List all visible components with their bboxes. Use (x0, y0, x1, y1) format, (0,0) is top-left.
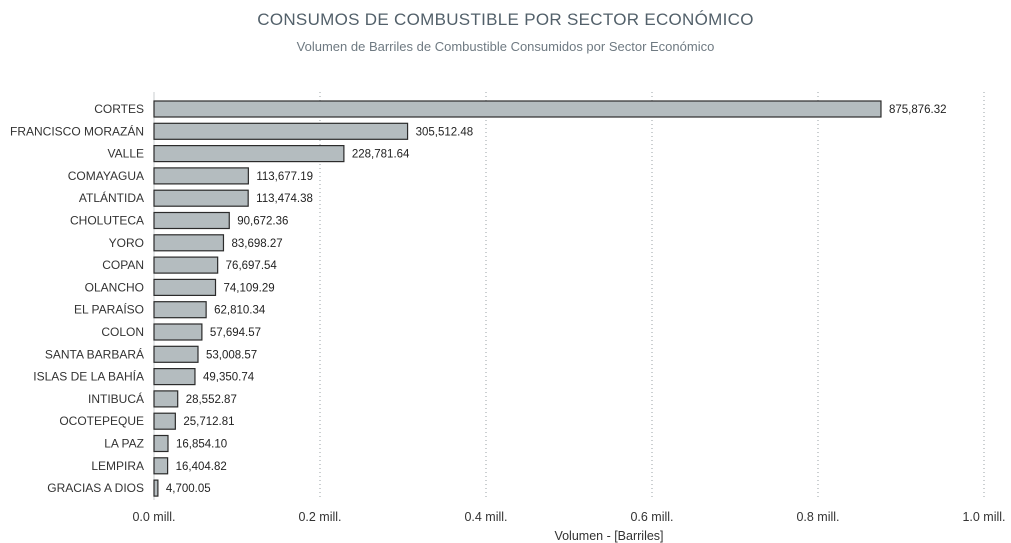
x-tick-label: 0.0 mill. (132, 510, 175, 524)
data-label: 49,350.74 (203, 372, 255, 384)
bar (153, 234, 225, 252)
bar (153, 145, 345, 163)
category-label: INTIBUCÁ (88, 391, 144, 406)
bar (153, 323, 203, 341)
chart-subtitle: Volumen de Barriles de Combustible Consu… (296, 39, 715, 54)
data-label: 875,876.32 (889, 104, 947, 116)
x-tick-label: 0.6 mill. (630, 510, 673, 524)
bar (153, 368, 196, 386)
category-label: ISLAS DE LA BAHÍA (33, 369, 144, 384)
bar (153, 167, 249, 185)
x-tick-label: 0.2 mill. (298, 510, 341, 524)
x-tick-label: 0.8 mill. (796, 510, 839, 524)
bar (153, 457, 169, 475)
category-label: OCOTEPEQUE (59, 414, 144, 428)
data-label: 113,677.19 (256, 171, 313, 183)
x-tick-label: 0.4 mill. (464, 510, 507, 524)
data-label: 28,552.87 (186, 394, 237, 406)
category-label: GRACIAS A DIOS (47, 481, 144, 495)
data-label: 76,697.54 (226, 260, 278, 272)
data-label: 90,672.36 (237, 216, 288, 228)
labels: 0.0 mill. 0.2 mill. 0.4 mill. 0.6 mill. 0.8 … (10, 102, 1006, 524)
category-label: ATLÁNTIDA (79, 190, 144, 205)
category-label: LEMPIRA (91, 459, 144, 473)
category-label: COPAN (102, 258, 144, 272)
data-label: 113,474.38 (256, 193, 313, 205)
bar (153, 122, 409, 140)
data-label: 305,512.48 (416, 126, 474, 138)
category-label: COLON (101, 325, 144, 339)
data-label: 16,404.82 (176, 461, 227, 473)
x-axis-title: Volumen - [Barriles] (554, 529, 663, 543)
bar (153, 189, 249, 207)
category-label: YORO (109, 236, 144, 250)
category-label: FRANCISCO MORAZÁN (10, 123, 144, 138)
bar (153, 412, 176, 430)
bar (153, 434, 169, 453)
category-label: VALLE (108, 147, 144, 161)
data-label: 83,698.27 (231, 238, 282, 250)
data-label: 74,109.29 (224, 282, 275, 294)
bar (153, 390, 179, 408)
data-label: 228,781.64 (352, 149, 410, 161)
bar (153, 345, 199, 363)
chart-title: CONSUMOS DE COMBUSTIBLE POR SECTOR ECONÓ… (257, 10, 754, 29)
category-label: LA PAZ (104, 437, 144, 451)
bar (153, 211, 230, 230)
category-label: OLANCHO (85, 280, 144, 294)
x-tick-label: 1.0 mill. (962, 510, 1005, 524)
data-label: 57,694.57 (210, 327, 261, 339)
data-label: 62,810.34 (214, 305, 266, 317)
data-label: 4,700.05 (166, 483, 211, 495)
category-label: COMAYAGUA (68, 169, 144, 183)
bar (153, 100, 882, 118)
category-label: SANTA BARBARÁ (45, 346, 144, 361)
bar (153, 479, 159, 497)
bar (153, 301, 207, 319)
data-label: 16,854.10 (176, 439, 227, 451)
bars (153, 100, 882, 497)
category-label: EL PARAÍSO (74, 302, 144, 317)
data-label: 25,712.81 (183, 416, 234, 428)
data-label: 53,008.57 (206, 349, 257, 361)
category-label: CHOLUTECA (70, 214, 144, 228)
bar (153, 278, 217, 296)
bar (153, 256, 219, 274)
category-label: CORTES (94, 102, 144, 116)
